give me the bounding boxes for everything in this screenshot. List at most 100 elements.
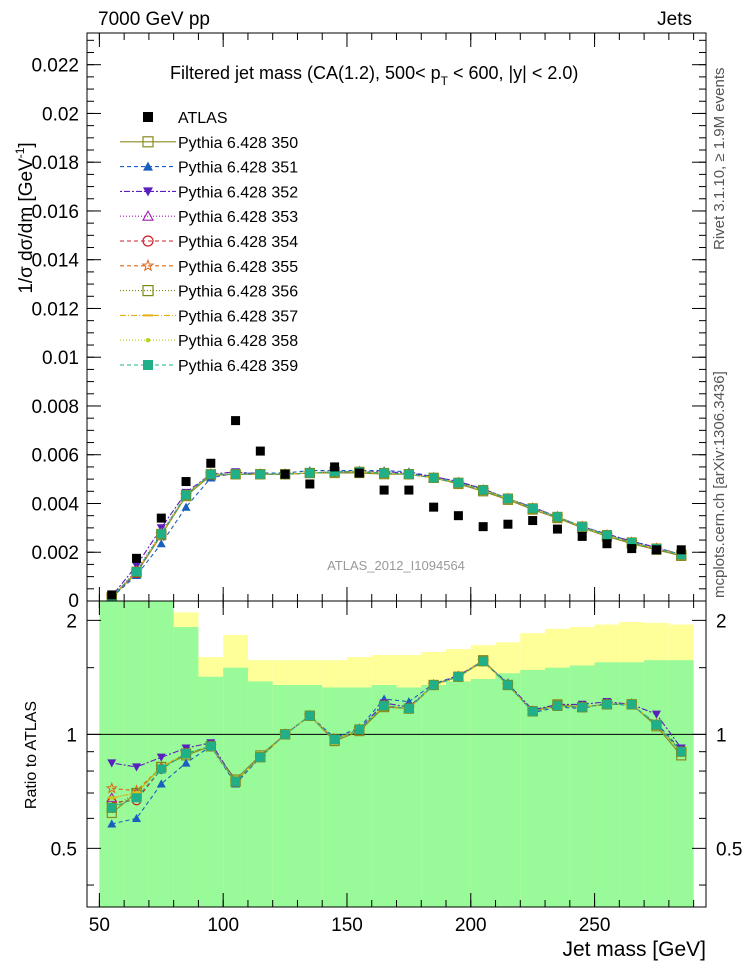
legend-marker	[141, 258, 155, 272]
main-y-tick-label: 0	[68, 591, 79, 612]
main-y-tick-label: 0.002	[31, 543, 79, 564]
ratio-point	[404, 697, 414, 706]
legend-marker	[143, 360, 153, 370]
ratio-point	[107, 803, 117, 813]
atlas-point	[255, 446, 265, 456]
ratio-x-axis: 50 100 150 200 250	[89, 601, 695, 936]
ratio-point	[156, 779, 166, 788]
mc-series-line	[111, 471, 682, 598]
main-y-tick-label: 0.016	[31, 202, 79, 223]
ratio-point	[676, 747, 686, 757]
mc-point	[429, 473, 439, 483]
ratio-point	[109, 795, 114, 800]
side-events-label: Rivet 3.1.10, ≥ 1.9M events	[711, 68, 728, 251]
mc-series-line	[111, 471, 682, 597]
legend-label: Pythia 6.428 354	[178, 234, 298, 251]
legend-marker	[143, 187, 153, 197]
main-y-tick-label: 0.02	[42, 104, 79, 125]
main-panel: ATLAS_2012_I1094564 0.002 0.004 0.006 0.008…	[13, 32, 707, 612]
band-inner-bin	[371, 685, 397, 907]
atlas-point	[552, 524, 562, 534]
atlas-point	[231, 416, 241, 426]
band-inner-bin	[173, 627, 199, 907]
mc-series	[107, 467, 686, 602]
mc-series	[106, 466, 687, 602]
band-inner-bin	[99, 601, 125, 907]
legend: ATLAS Pythia 6.428 350 Pythia 6.428 351 Pyt…	[120, 110, 298, 375]
ratio-bands	[99, 601, 694, 907]
main-y-tick-label: 0.014	[31, 251, 79, 272]
ratio-point	[577, 702, 587, 712]
band-inner-bin	[495, 673, 521, 907]
main-title: Filtered jet mass (CA(1.2), 500< pT < 60…	[170, 63, 578, 88]
mc-point	[379, 468, 389, 478]
ratio-point	[552, 701, 562, 711]
ratio-point	[231, 777, 241, 787]
atlas-point	[651, 545, 661, 555]
ratio-ylabel: Ratio to ATLAS	[23, 701, 40, 809]
ratio-point	[181, 749, 191, 759]
mc-point	[627, 537, 637, 547]
band-inner-bin	[322, 687, 347, 907]
ratio-point	[206, 741, 216, 751]
x-axis-label: Jet mass [GeV]	[562, 938, 706, 961]
band-inner-bin	[247, 681, 273, 907]
mc-series-line	[111, 471, 682, 598]
band-inner-bin	[272, 685, 298, 907]
ratio-x-tick-label: 200	[455, 915, 487, 936]
ratio-point	[132, 813, 142, 822]
legend-marker	[142, 285, 154, 297]
ratio-y-axis: 0.5 0.5 1 1 2 2	[51, 611, 742, 886]
ratio-point	[503, 680, 513, 690]
mc-series-line	[111, 471, 682, 597]
ratio-y-tick-label: 0.5	[51, 839, 77, 860]
ratio-point	[132, 793, 142, 803]
ratio-x-tick-label: 50	[89, 915, 110, 936]
main-ylabel: 1/σ dσ/dm [GeV-1]	[13, 142, 37, 293]
mc-point	[330, 467, 340, 477]
band-inner-bin	[668, 660, 694, 907]
ratio-point	[404, 704, 414, 714]
atlas-point	[478, 522, 488, 532]
mc-point	[577, 522, 587, 532]
ratio-x-tick-label: 250	[579, 915, 611, 936]
main-y-tick-label: 0.006	[31, 446, 79, 467]
mc-point	[231, 469, 241, 479]
ratio-point	[107, 759, 117, 768]
atlas-point	[379, 485, 389, 495]
mc-point	[206, 469, 216, 479]
band-inner-bin	[421, 685, 447, 907]
atlas-point	[181, 477, 191, 487]
mc-point	[255, 469, 265, 479]
band-inner-bin	[470, 679, 496, 907]
atlas-point	[305, 479, 315, 489]
mc-point	[305, 468, 315, 478]
ratio-point	[429, 680, 439, 690]
ratio-point	[280, 729, 290, 739]
legend-marker	[145, 337, 151, 343]
atlas-point	[577, 531, 587, 541]
legend-marker	[142, 235, 154, 247]
mc-point	[602, 530, 612, 540]
mc-point	[156, 539, 166, 548]
main-y-tick-label: 0.018	[31, 153, 79, 174]
mc-point	[404, 469, 414, 479]
ratio-point	[330, 734, 340, 744]
ratio-point	[651, 720, 661, 730]
atlas-series	[107, 416, 686, 600]
main-y-tick-label: 0.01	[42, 348, 79, 369]
main-y-tick-label: 0.022	[31, 56, 79, 77]
ratio-point	[379, 701, 389, 711]
mc-point	[503, 494, 513, 504]
atlas-point	[107, 590, 117, 600]
legend-label: Pythia 6.428 351	[178, 160, 298, 177]
legend-marker-atlas	[143, 112, 153, 122]
ratio-point	[627, 699, 637, 709]
atlas-point	[206, 458, 216, 468]
atlas-point	[156, 513, 166, 523]
atlas-point	[404, 485, 414, 495]
legend-marker	[142, 210, 154, 221]
main-x-ticks	[98, 33, 695, 601]
legend-label: Pythia 6.428 353	[178, 209, 298, 226]
atlas-point	[528, 516, 538, 526]
